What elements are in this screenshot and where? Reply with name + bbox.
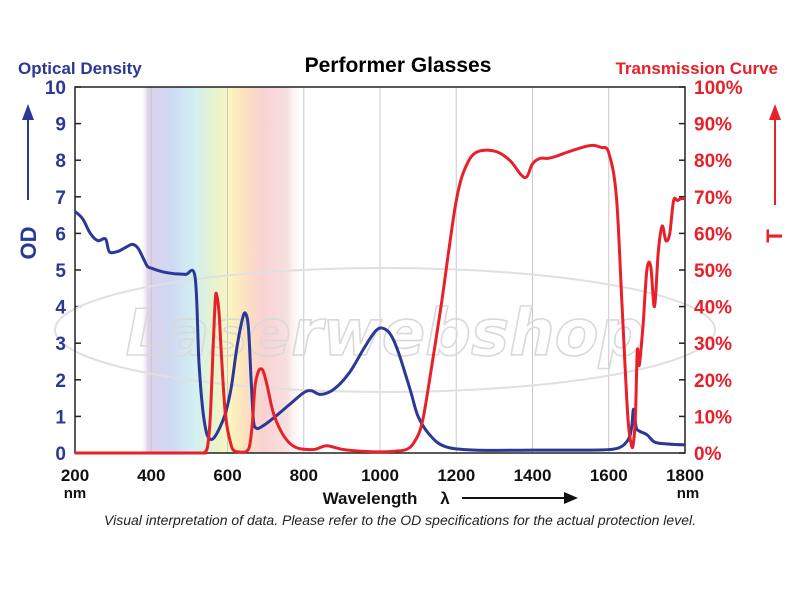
series-line-transmission-curve (75, 143, 686, 455)
right-axis-arrow (769, 104, 781, 205)
x-axis-label: Wavelength (323, 489, 418, 508)
right-tick-label: 60% (694, 224, 732, 245)
right-tick-label: 80% (694, 151, 732, 172)
x-unit-left: nm (64, 485, 87, 502)
chart: Laserwebshop Optical Density Performer G… (16, 54, 787, 508)
left-tick-label: 4 (55, 298, 66, 319)
left-tick-label: 9 (55, 115, 66, 136)
left-tick-label: 7 (55, 188, 66, 209)
right-tick-label: 0% (694, 444, 722, 465)
left-tick-label: 10 (45, 78, 66, 99)
right-tick-label: 90% (694, 115, 732, 136)
right-axis-title: Transmission Curve (615, 59, 778, 78)
right-axis-ticks: 0% 10% 20% 30% 40% 50% 60% 70% 80% 90% 100% (694, 78, 743, 465)
x-axis-lambda: λ (440, 489, 450, 508)
left-tick-label: 5 (55, 261, 66, 282)
x-tick-label: 600 (213, 466, 241, 485)
x-axis-ticks: 200 400 600 800 1000 1200 1400 1600 1800 (61, 466, 704, 485)
series-line-optical-density (73, 210, 686, 452)
x-tick-label: 1600 (590, 466, 628, 485)
watermark: Laserwebshop (54, 267, 716, 393)
left-tick-label: 2 (55, 371, 66, 392)
left-tick-label: 0 (55, 444, 66, 465)
left-tick-label: 3 (55, 334, 66, 355)
left-tick-label: 6 (55, 224, 66, 245)
chart-title: Performer Glasses (305, 54, 492, 77)
x-tick-label: 1200 (437, 466, 475, 485)
left-axis-title: Optical Density (18, 59, 142, 78)
right-tick-label: 30% (694, 334, 732, 355)
right-tick-label: 100% (694, 78, 743, 99)
left-tick-label: 8 (55, 151, 66, 172)
watermark-text: Laserwebshop (126, 297, 645, 371)
x-unit-right: nm (677, 485, 700, 502)
x-axis-arrow (462, 492, 578, 504)
right-tick-label: 70% (694, 188, 732, 209)
x-tick-label: 1800 (666, 466, 704, 485)
visible-spectrum-band (139, 87, 304, 453)
disclaimer-annotation: Visual interpretation of data. Please re… (104, 512, 696, 528)
left-axis-ticks: 0 1 2 3 4 5 6 7 8 9 10 (45, 78, 67, 465)
x-tick-label: 200 (61, 466, 89, 485)
x-tick-label: 1000 (361, 466, 399, 485)
right-tick-label: 50% (694, 261, 732, 282)
x-tick-label: 800 (290, 466, 318, 485)
left-axis-symbol: OD (16, 227, 41, 260)
right-tick-label: 40% (694, 298, 732, 319)
x-tick-label: 400 (137, 466, 165, 485)
right-tick-label: 20% (694, 371, 732, 392)
left-axis-arrow (22, 104, 34, 200)
x-tick-label: 1400 (514, 466, 552, 485)
left-tick-label: 1 (55, 407, 66, 428)
right-tick-label: 10% (694, 407, 732, 428)
watermark-ring (54, 267, 716, 393)
right-axis-symbol: T (762, 229, 787, 243)
